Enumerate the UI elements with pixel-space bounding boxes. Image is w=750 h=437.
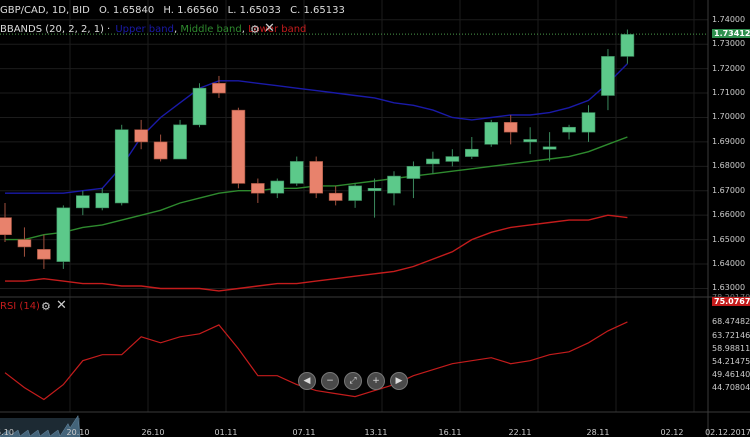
date-tick-label: 13.11 <box>364 428 388 437</box>
date-tick-label: 22.11 <box>508 428 532 437</box>
scroll-right-icon[interactable]: ▶ <box>390 372 408 390</box>
bbands-lower-legend: Lower band <box>248 24 307 35</box>
date-tick-label: 16.11 <box>438 428 462 437</box>
bbands-settings-gear-icon[interactable]: ⚙ <box>250 23 260 36</box>
open-value: O. 1.65840 <box>99 5 155 16</box>
current-rsi-tag: 75.07670 <box>712 297 750 306</box>
rsi-tick-label: 63.72146 <box>712 331 750 340</box>
price-tick-label: 1.66000 <box>712 210 746 220</box>
candle-body <box>348 185 362 201</box>
date-tick-label: 5.10 <box>0 428 14 437</box>
fit-icon[interactable]: ⤢ <box>344 372 362 390</box>
candle-body <box>212 82 226 94</box>
candle-body <box>153 141 168 160</box>
candle-body <box>503 122 518 133</box>
candle-body <box>134 129 148 143</box>
price-tick-label: 1.67000 <box>712 185 746 195</box>
date-tick-label: 28.11 <box>586 428 610 437</box>
rsi-line <box>4 321 628 401</box>
bbands-middle-legend: Middle band <box>180 24 242 35</box>
navigator-window <box>0 418 80 437</box>
price-tick-label: 1.68000 <box>712 161 746 171</box>
rsi-settings-gear-icon[interactable]: ⚙ <box>41 300 51 313</box>
upper-band-line <box>5 63 628 194</box>
bbands-label: BBANDS (20, 2, 2, 1) <box>0 24 104 35</box>
rsi-tick-label: 58.98811 <box>712 344 750 353</box>
date-tick-label: 02.12 <box>660 428 684 437</box>
candlesticks <box>0 29 635 269</box>
ohlc-header: GBP/CAD, 1D, BID O. 1.65840 H. 1.66560 L… <box>0 5 351 17</box>
rsi-tick-label: 68.47482 <box>712 317 750 326</box>
price-tick-label: 1.64000 <box>712 259 746 269</box>
candle-body <box>231 109 246 184</box>
candle-body <box>0 217 12 236</box>
candle-body <box>37 249 51 260</box>
date-tick-label: 26.10 <box>141 428 165 437</box>
symbol-label: GBP/CAD, 1D, BID <box>0 5 90 16</box>
date-tick-label: 02.12.2017 <box>705 428 750 437</box>
candle-body <box>464 148 479 157</box>
current-price-tag: 1.73412 <box>712 29 750 39</box>
candle-body <box>406 166 421 179</box>
rsi-tick-label: 54.21475 <box>712 357 750 366</box>
date-tick-label: 01.11 <box>214 428 238 437</box>
candle-body <box>251 183 265 194</box>
candle-body <box>581 112 596 133</box>
price-tick-label: 1.71000 <box>712 88 746 98</box>
price-tick-label: 1.73000 <box>712 39 746 49</box>
candle-body <box>270 180 285 194</box>
candle-body <box>95 192 110 209</box>
zoom-in-icon[interactable]: + <box>367 372 385 390</box>
candle-body <box>367 188 382 192</box>
lower-band-line <box>5 214 628 292</box>
rsi-close-icon[interactable]: ✕ <box>56 298 67 313</box>
candle-body <box>114 129 129 204</box>
price-tick-label: 1.70000 <box>712 112 746 122</box>
candle-body <box>289 161 304 184</box>
candle-body <box>387 175 401 194</box>
candle-body <box>445 156 460 162</box>
candle-body <box>426 158 440 165</box>
price-tick-label: 1.74000 <box>712 14 746 24</box>
rsi-tick-label: 49.46140 <box>712 370 750 379</box>
high-value: H. 1.66560 <box>163 5 219 16</box>
candle-body <box>56 207 71 262</box>
candle-body <box>17 239 32 248</box>
price-tick-label: 1.65000 <box>712 234 746 244</box>
bbands-header: BBANDS (20, 2, 2, 1) · Upper band, Middle… <box>0 24 307 35</box>
scroll-left-icon[interactable]: ◀ <box>298 372 316 390</box>
chart-navigation: ◀ − ⤢ + ▶ <box>298 372 408 390</box>
low-value: L. 1.65033 <box>227 5 281 16</box>
candle-body <box>328 192 343 201</box>
candle-body <box>76 195 90 209</box>
navigator-sparkline <box>0 414 81 437</box>
date-tick-label: 20.10 <box>66 428 90 437</box>
price-tick-label: 1.69000 <box>712 136 746 146</box>
date-tick-label: 07.11 <box>292 428 316 437</box>
candle-body <box>173 124 187 160</box>
rsi-label: RSI (14) <box>0 301 40 312</box>
candle-body <box>309 161 324 194</box>
candle-body <box>620 34 635 57</box>
bbands-upper-legend: Upper band <box>115 24 174 35</box>
rsi-tick-label: 44.70804 <box>712 383 750 392</box>
candle-body <box>542 146 557 150</box>
candle-body <box>601 56 615 96</box>
candle-body <box>484 122 499 145</box>
close-value: C. 1.65133 <box>290 5 345 16</box>
bbands-close-icon[interactable]: ✕ <box>264 21 275 36</box>
zoom-out-icon[interactable]: − <box>321 372 339 390</box>
candle-body <box>192 87 207 126</box>
rsi-chart <box>4 321 628 401</box>
candle-body <box>523 139 537 143</box>
price-tick-label: 1.63000 <box>712 283 746 293</box>
candle-body <box>562 126 576 133</box>
price-tick-label: 1.72000 <box>712 63 746 73</box>
